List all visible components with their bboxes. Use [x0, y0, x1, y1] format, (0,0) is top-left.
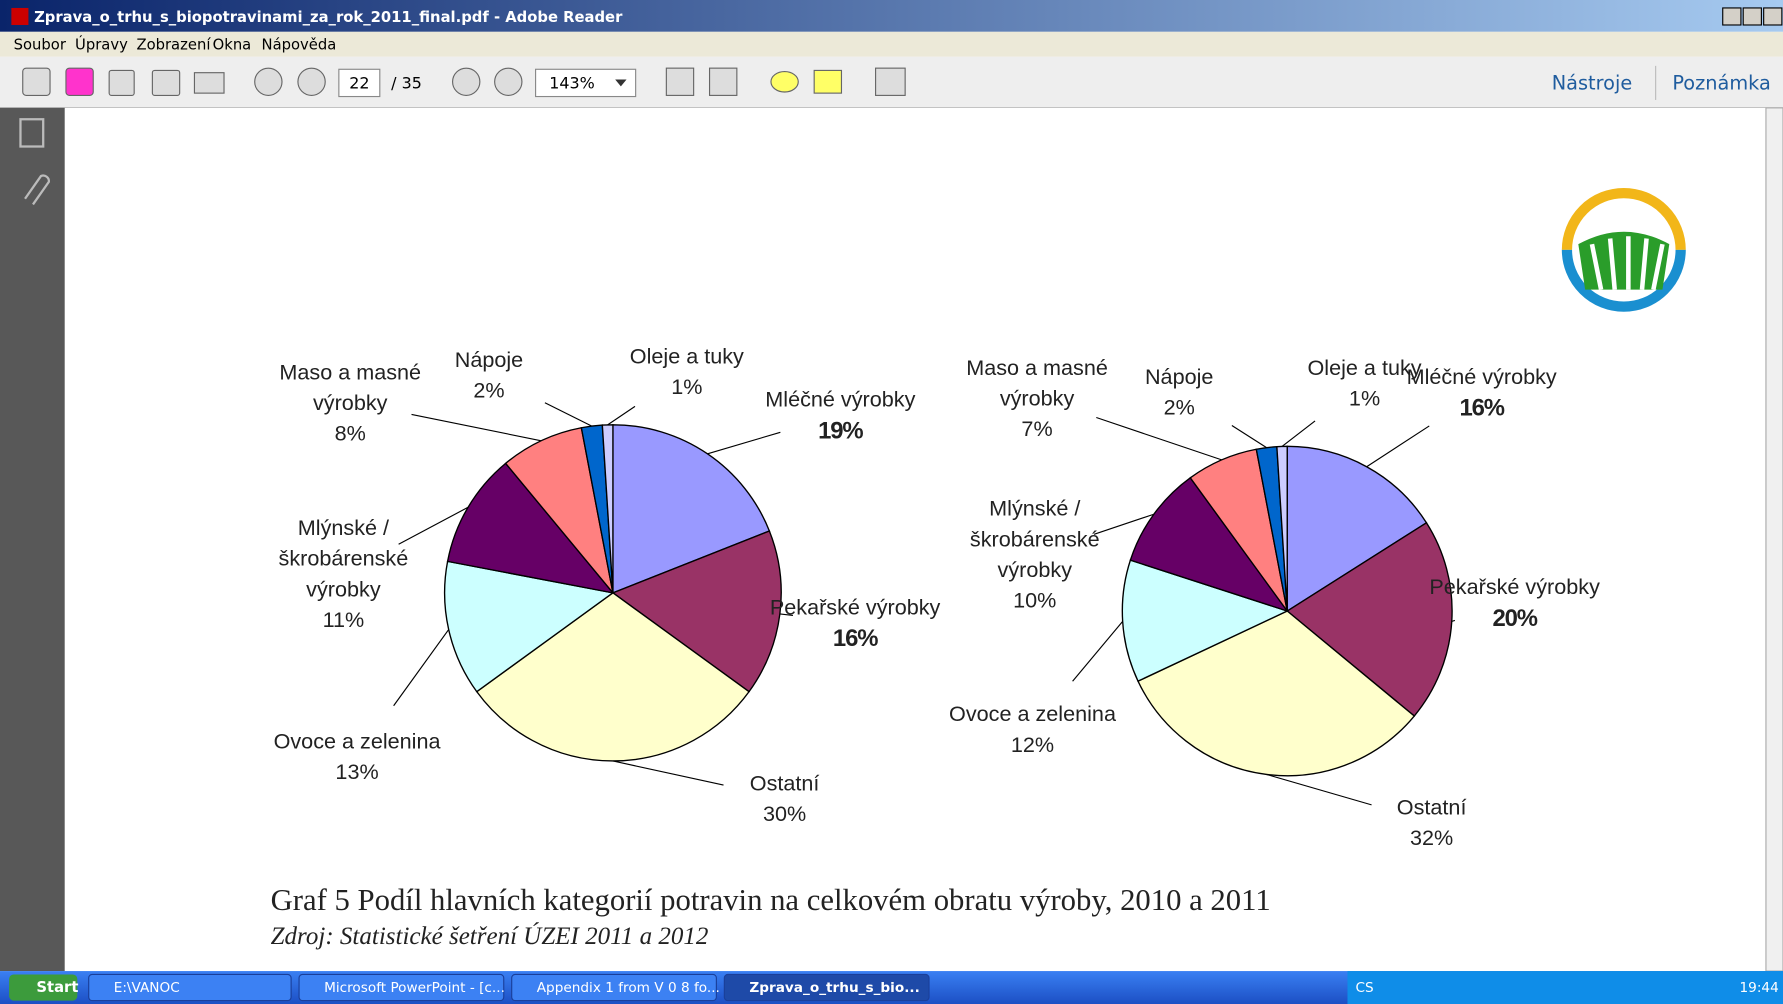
- highlight-button[interactable]: [814, 70, 841, 93]
- value-label: 12%: [947, 730, 1118, 761]
- fullscreen-button[interactable]: [876, 68, 906, 95]
- category: Ostatní: [699, 769, 870, 800]
- print-button[interactable]: [152, 70, 179, 95]
- task-label[interactable]: Microsoft PowerPoint - [c...: [324, 980, 505, 996]
- value-label: 2%: [404, 376, 575, 407]
- window-buttons[interactable]: [1723, 8, 1782, 25]
- create-button[interactable]: [23, 68, 50, 95]
- next-page[interactable]: [298, 68, 325, 95]
- value-label: 10%: [949, 586, 1120, 617]
- value-label: 1%: [1279, 384, 1450, 415]
- page-count: / 35: [391, 74, 422, 93]
- source: Zdroj: Statistické šetření ÚZEI 2011 a 2…: [271, 922, 709, 950]
- app-icon: [11, 8, 28, 25]
- category: Nápoje: [1094, 362, 1265, 393]
- tools-link[interactable]: Nástroje: [1552, 72, 1632, 95]
- label-box: Mlýnské / škrobárenské výrobky11%: [258, 511, 429, 638]
- export-button[interactable]: [66, 68, 93, 95]
- value-label: 11%: [258, 605, 429, 636]
- prev-page[interactable]: [255, 68, 282, 95]
- value-label: 19%: [755, 416, 926, 447]
- category: Ovoce a zelenina: [272, 727, 443, 758]
- task-label[interactable]: Zprava_o_trhu_s_bio...: [749, 980, 919, 996]
- category: Nápoje: [404, 345, 575, 376]
- category: Pekařské výrobky: [1429, 572, 1600, 603]
- caption: Graf 5 Podíl hlavních kategorií potravin…: [271, 883, 1271, 917]
- save-button[interactable]: [109, 70, 134, 95]
- email-button[interactable]: [194, 73, 224, 93]
- zoom-in[interactable]: [495, 68, 522, 95]
- clock: 19:44: [1739, 980, 1778, 996]
- category: Pekařské výrobky: [770, 593, 941, 624]
- category: Ostatní: [1346, 793, 1517, 824]
- zoom-out[interactable]: [453, 68, 480, 95]
- fit-width[interactable]: [710, 68, 737, 95]
- side-panel: [0, 108, 65, 971]
- category: Mlýnské / škrobárenské výrobky: [258, 513, 429, 605]
- minimize[interactable]: [1723, 8, 1741, 25]
- slice-label: Mlýnské / škrobárenské výrobky10%: [949, 492, 1120, 619]
- label-box: Nápoje2%: [404, 312, 575, 439]
- label-box: Pekařské výrobky16%: [770, 560, 941, 687]
- close[interactable]: [1764, 8, 1782, 25]
- menu-item[interactable]: Okna: [213, 36, 252, 53]
- label-box: Oleje a tuky1%: [1279, 320, 1450, 447]
- menu-item[interactable]: Úpravy: [75, 35, 128, 53]
- comment-button[interactable]: [771, 72, 798, 92]
- fit-page[interactable]: [666, 68, 693, 95]
- category: Oleje a tuky: [602, 342, 773, 373]
- slice-label: Ostatní30%: [699, 736, 870, 863]
- page: Zprava_o_trhu_s_biopotravinami_za_rok_20…: [0, 0, 1783, 1004]
- task-label[interactable]: E:\VANOC: [114, 980, 180, 996]
- value-label: 16%: [770, 624, 941, 655]
- menu-item[interactable]: Soubor: [14, 36, 67, 53]
- scrollbar[interactable]: [1766, 108, 1783, 971]
- task-label[interactable]: Appendix 1 from V 0 8 fo...: [537, 980, 720, 996]
- page-number[interactable]: 22: [349, 74, 369, 93]
- slice-label: Nápoje2%: [404, 312, 575, 439]
- menu-item[interactable]: Nápověda: [262, 36, 337, 53]
- label-box: Mléčné výrobky19%: [755, 352, 926, 479]
- category: Ovoce a zelenina: [947, 700, 1118, 731]
- comment-link[interactable]: Poznámka: [1672, 72, 1770, 95]
- label-box: Pekařské výrobky20%: [1429, 539, 1600, 666]
- category: Oleje a tuky: [1279, 353, 1450, 384]
- start-label[interactable]: Start: [36, 979, 78, 996]
- language[interactable]: CS: [1355, 980, 1373, 996]
- maximize[interactable]: [1743, 8, 1761, 25]
- value-label: 1%: [602, 373, 773, 404]
- screen: Zprava_o_trhu_s_biopotravinami_za_rok_20…: [0, 0, 1783, 1004]
- slice-label: Ostatní32%: [1346, 760, 1517, 887]
- value-label: 20%: [1429, 603, 1600, 634]
- value-label: 2%: [1094, 393, 1265, 424]
- value-label: 13%: [272, 758, 443, 789]
- tray: [1347, 971, 1783, 1004]
- category: Mlýnské / škrobárenské výrobky: [949, 494, 1120, 586]
- slice-label: Ovoce a zelenina13%: [272, 694, 443, 821]
- zoom-value[interactable]: 143%: [549, 74, 595, 93]
- value-label: 32%: [1346, 823, 1517, 854]
- menu-item[interactable]: Zobrazení: [136, 36, 211, 53]
- category: Mléčné výrobky: [755, 385, 926, 416]
- slice-label: Nápoje2%: [1094, 329, 1265, 456]
- value-label: 30%: [699, 800, 870, 831]
- window-title: Zprava_o_trhu_s_biopotravinami_za_rok_20…: [34, 9, 623, 26]
